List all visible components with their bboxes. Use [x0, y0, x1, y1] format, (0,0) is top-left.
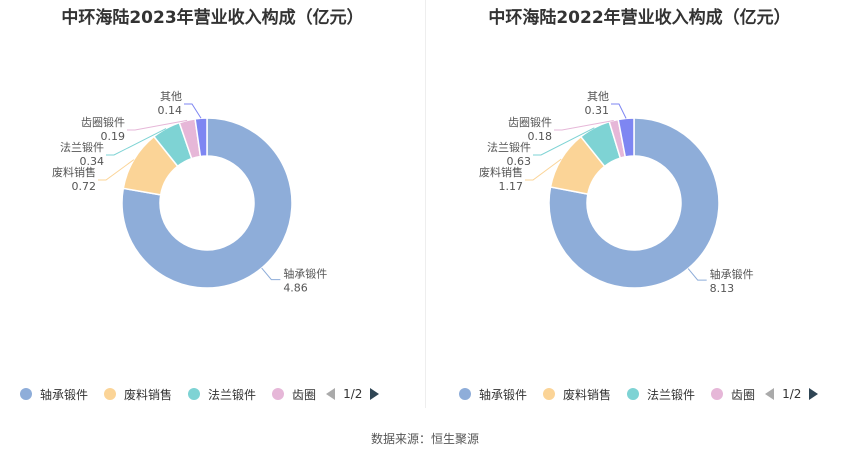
slice-value: 0.34 [80, 155, 105, 168]
slice-label: 轴承锻件 [283, 267, 327, 281]
legend-label: 法兰锻件 [647, 387, 696, 402]
slice-label: 齿圈锻件 [508, 115, 552, 129]
chart-panel-2023: 中环海陆2023年营业收入构成（亿元） 轴承锻件 4.86 废料销售 0.72 法兰锻件… [0, 0, 425, 420]
slice-value: 0.19 [101, 130, 126, 143]
legend-dot-icon [627, 388, 640, 400]
legend-dot-icon [711, 388, 724, 400]
legend-dot-icon [104, 388, 117, 400]
slice-value: 1.17 [499, 180, 524, 193]
legend-pager: 1/2 [765, 387, 819, 401]
legend-dot-icon [272, 388, 285, 400]
slice-value: 0.31 [585, 104, 610, 117]
donut-slice[interactable] [121, 117, 293, 289]
slice-value: 0.72 [72, 180, 97, 193]
next-page-icon[interactable] [370, 388, 380, 400]
slice-label: 废料销售 [52, 165, 96, 179]
legend-label: 齿圈 [292, 387, 317, 402]
prev-page-icon[interactable] [326, 388, 336, 400]
slice-label: 其他 [160, 90, 182, 103]
slice-label: 废料销售 [479, 165, 523, 179]
legend-label: 轴承锻件 [40, 387, 89, 402]
legend: 轴承锻件 废料销售 法兰锻件 齿圈 1/2 [20, 384, 380, 404]
prev-page-icon[interactable] [765, 388, 775, 400]
legend-item[interactable]: 法兰锻件 [627, 386, 695, 403]
slice-value: 4.86 [283, 282, 308, 295]
donut-slice[interactable] [194, 117, 208, 158]
slice-value: 0.18 [528, 130, 553, 143]
legend-page-number: 1/2 [782, 387, 802, 401]
legend-item[interactable]: 齿圈 [711, 386, 755, 403]
slice-label: 法兰锻件 [60, 140, 104, 154]
panel-divider [425, 0, 426, 408]
slice-label: 其他 [587, 90, 609, 103]
chart-panel-2022: 中环海陆2022年营业收入构成（亿元） 轴承锻件 8.13 废料销售 1.17 法兰锻件… [427, 0, 850, 420]
legend-dot-icon [20, 388, 32, 400]
slice-label: 法兰锻件 [487, 140, 531, 154]
slice-value: 0.63 [507, 155, 532, 168]
legend-label: 齿圈 [731, 387, 756, 402]
slice-label: 齿圈锻件 [81, 115, 125, 129]
legend-item[interactable]: 法兰锻件 [188, 386, 256, 403]
slice-value: 0.14 [158, 104, 183, 117]
legend-label: 法兰锻件 [208, 387, 257, 402]
legend-item[interactable]: 齿圈 [272, 386, 316, 403]
chart-title: 中环海陆2022年营业收入构成（亿元） [488, 8, 791, 28]
legend-label: 废料销售 [124, 387, 173, 402]
data-source: 数据来源：恒生聚源 [370, 432, 479, 446]
legend: 轴承锻件 废料销售 法兰锻件 齿圈 1/2 [459, 384, 819, 404]
legend-item[interactable]: 轴承锻件 [20, 386, 88, 403]
legend-dot-icon [188, 388, 201, 400]
donut-slice[interactable] [548, 117, 720, 289]
next-page-icon[interactable] [809, 388, 819, 400]
legend-label: 轴承锻件 [479, 387, 528, 402]
legend-item[interactable]: 废料销售 [543, 386, 611, 403]
slice-label: 轴承锻件 [710, 267, 754, 281]
legend-item[interactable]: 轴承锻件 [459, 386, 527, 403]
chart-title: 中环海陆2023年营业收入构成（亿元） [61, 8, 364, 28]
legend-item[interactable]: 废料销售 [104, 386, 172, 403]
legend-label: 废料销售 [563, 387, 612, 402]
donut-slice[interactable] [617, 117, 635, 158]
legend-page-number: 1/2 [343, 387, 363, 401]
legend-dot-icon [459, 388, 471, 400]
legend-pager: 1/2 [326, 387, 380, 401]
slice-value: 8.13 [710, 282, 735, 295]
legend-dot-icon [543, 388, 556, 400]
